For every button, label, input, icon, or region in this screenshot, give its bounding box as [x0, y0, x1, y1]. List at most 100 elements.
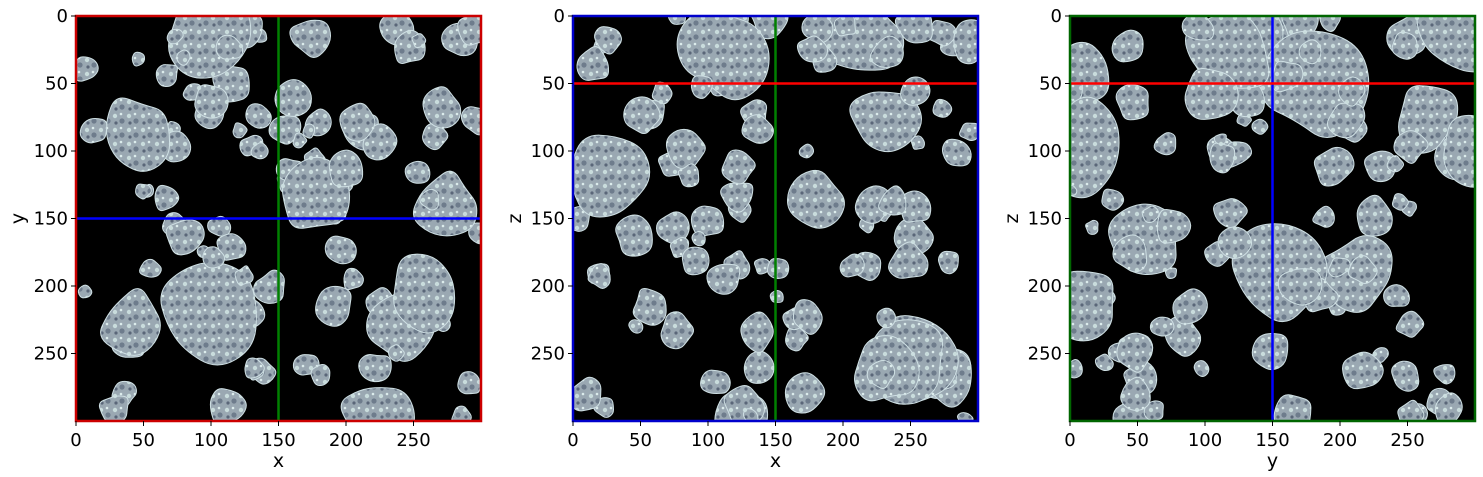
y-tick-label: 50 — [542, 74, 565, 95]
particle — [1356, 194, 1393, 237]
x-tick-label: 50 — [629, 430, 652, 451]
particle — [457, 16, 481, 46]
particle — [1143, 400, 1164, 421]
panel-1: 0 50 100 150 200 250 0 50 100 150 200 250 x y — [7, 6, 483, 472]
particle — [587, 263, 611, 289]
particle — [77, 284, 93, 299]
particle — [1443, 114, 1475, 188]
particle — [404, 160, 431, 184]
particle — [1327, 257, 1351, 278]
particle — [1433, 364, 1456, 385]
particle-image — [76, 16, 481, 421]
particle — [628, 319, 644, 334]
particle-image — [1070, 16, 1475, 421]
particle — [1149, 316, 1175, 337]
particle — [798, 143, 815, 159]
particle — [1141, 205, 1160, 224]
particle — [1085, 219, 1099, 235]
y-tick-label: 150 — [531, 209, 565, 230]
particle — [419, 188, 439, 211]
x-axis-label: y — [1267, 450, 1278, 472]
particle — [866, 359, 896, 389]
particle — [796, 35, 829, 63]
particle — [139, 258, 162, 278]
particle — [869, 35, 904, 68]
particle — [215, 34, 244, 60]
particle — [1348, 255, 1378, 284]
panel-3: 0 50 100 150 200 250 0 50 100 150 200 250 y z — [1001, 6, 1477, 472]
y-tick-label: 200 — [1028, 276, 1062, 297]
particle — [358, 354, 392, 383]
particle — [1101, 188, 1125, 211]
particle — [876, 307, 896, 329]
particle — [677, 163, 700, 188]
particle — [1364, 150, 1396, 183]
particle — [422, 86, 462, 129]
particle — [792, 299, 823, 335]
particle — [1070, 359, 1083, 379]
particle — [105, 97, 171, 172]
particle — [1434, 392, 1463, 421]
particle — [1172, 288, 1208, 325]
particle — [1116, 332, 1153, 373]
x-tick-label: 100 — [691, 430, 725, 451]
particle — [1386, 155, 1405, 173]
y-tick-label: 250 — [531, 344, 565, 365]
particle — [166, 28, 184, 45]
particle — [690, 205, 725, 237]
particle — [194, 84, 229, 119]
particle — [665, 128, 706, 170]
particle — [1217, 226, 1252, 259]
particle — [310, 363, 331, 387]
particle — [623, 96, 661, 135]
x-tick-label: 50 — [132, 430, 155, 451]
y-tick-label: 100 — [1028, 141, 1062, 162]
particle — [1153, 132, 1177, 156]
particle — [274, 79, 312, 117]
particle — [667, 16, 687, 25]
x-axis-label: x — [273, 450, 284, 472]
particle — [1164, 267, 1178, 280]
x-tick-label: 0 — [70, 430, 81, 451]
particle — [302, 123, 316, 139]
x-tick-label: 150 — [758, 430, 792, 451]
particle — [1298, 39, 1322, 65]
particle — [460, 106, 481, 136]
particle — [176, 49, 191, 66]
particle — [393, 253, 456, 334]
x-tick-label: 50 — [1126, 430, 1149, 451]
particle — [315, 285, 352, 327]
particle — [168, 16, 252, 79]
y-tick-label: 0 — [554, 6, 565, 27]
particle — [131, 51, 146, 67]
particle — [1312, 205, 1335, 228]
particle — [573, 376, 602, 412]
x-tick-label: 100 — [194, 430, 228, 451]
particle — [324, 235, 357, 265]
particle — [1416, 16, 1475, 73]
particle — [1391, 193, 1409, 211]
x-tick-label: 100 — [1188, 430, 1222, 451]
particle — [878, 185, 907, 216]
panel-2: 0 50 100 150 200 250 0 50 100 150 200 250 x z — [504, 6, 980, 472]
x-tick-label: 250 — [1390, 430, 1424, 451]
particle — [786, 169, 845, 229]
particle — [1273, 394, 1312, 421]
particle — [245, 103, 272, 129]
particle — [681, 246, 710, 276]
y-axis-label: z — [504, 213, 526, 223]
particle — [1120, 376, 1151, 411]
x-tick-label: 200 — [329, 430, 363, 451]
particle — [1070, 184, 1078, 197]
particle — [232, 122, 248, 139]
particle — [1070, 96, 1120, 199]
y-tick-label: 250 — [34, 344, 68, 365]
particle — [706, 263, 741, 295]
particle — [1395, 310, 1425, 338]
particle — [1383, 284, 1410, 307]
particle — [155, 64, 178, 88]
particle — [339, 102, 376, 142]
particle — [660, 311, 694, 350]
x-tick-label: 0 — [1064, 430, 1075, 451]
particle — [340, 387, 415, 421]
